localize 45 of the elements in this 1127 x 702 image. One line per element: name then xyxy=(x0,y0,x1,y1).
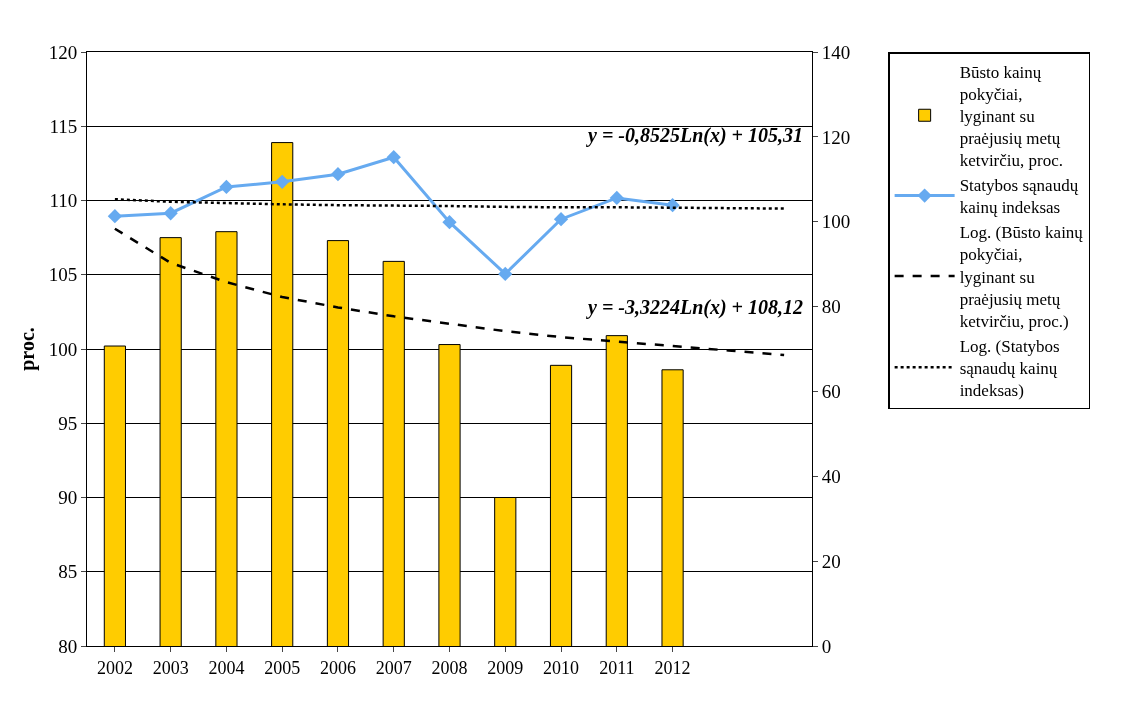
point xyxy=(219,179,234,195)
y-tick-label: 105 xyxy=(48,264,78,286)
y-tick-label: 115 xyxy=(49,115,78,137)
y2-tick-label: 20 xyxy=(821,550,841,572)
point xyxy=(442,214,457,230)
x-tick-label: 2010 xyxy=(543,657,580,678)
point xyxy=(553,212,569,227)
y2-tick-label: 80 xyxy=(821,296,841,318)
y2-tick-label: 60 xyxy=(821,381,841,403)
y-axis-title: proc. xyxy=(16,327,40,371)
legend-label: Log. (Statybos sąnaudų kainų indeksas) xyxy=(959,336,1060,401)
x-tick-label: 2005 xyxy=(264,657,301,678)
y-tick-label: 120 xyxy=(48,41,78,63)
legend-label: Log. (Būsto kainų pokyčiai, lyginant su praėjusių metų ketvirčiu, proc.) xyxy=(959,223,1084,331)
legend-label: Būsto kainų pokyčiai, lyginant su praėjusių metų ketvirčiu, proc. xyxy=(959,62,1064,171)
y-tick-label: 85 xyxy=(58,561,78,583)
x-tick-label: 2007 xyxy=(375,657,412,678)
x-tick-label: 2011 xyxy=(599,657,635,678)
y-tick-label: 110 xyxy=(49,190,78,212)
point xyxy=(386,150,401,165)
y2-tick-label: 100 xyxy=(821,211,851,233)
y-tick-label: 90 xyxy=(58,487,78,509)
y2-tick-label: 0 xyxy=(821,635,832,657)
point xyxy=(107,209,123,224)
annotation: y = -0,8525Ln(x) + 105,31 xyxy=(586,124,803,147)
y2-tick-label: 120 xyxy=(821,126,851,148)
x-tick-label: 2006 xyxy=(319,657,356,678)
y-tick-label: 95 xyxy=(58,412,78,434)
y-tick-label: 80 xyxy=(58,635,78,657)
y-tick-label: 100 xyxy=(48,338,78,360)
legend-label: Statybos sąnaudų kainų indeksas xyxy=(959,176,1079,218)
y2-tick-label: 40 xyxy=(821,465,841,487)
point xyxy=(163,206,178,221)
x-tick-label: 2004 xyxy=(208,657,245,678)
x-tick-label: 2012 xyxy=(654,657,691,678)
x-tick-label: 2002 xyxy=(96,657,133,678)
annotation: y = -3,3224Ln(x) + 108,12 xyxy=(586,296,803,319)
y2-tick-label: 140 xyxy=(821,41,851,63)
x-tick-label: 2009 xyxy=(487,657,524,678)
point xyxy=(330,167,346,182)
point xyxy=(498,266,513,282)
point xyxy=(609,190,624,206)
x-tick-label: 2003 xyxy=(152,657,189,678)
point xyxy=(275,174,290,189)
x-tick-label: 2008 xyxy=(431,657,468,678)
